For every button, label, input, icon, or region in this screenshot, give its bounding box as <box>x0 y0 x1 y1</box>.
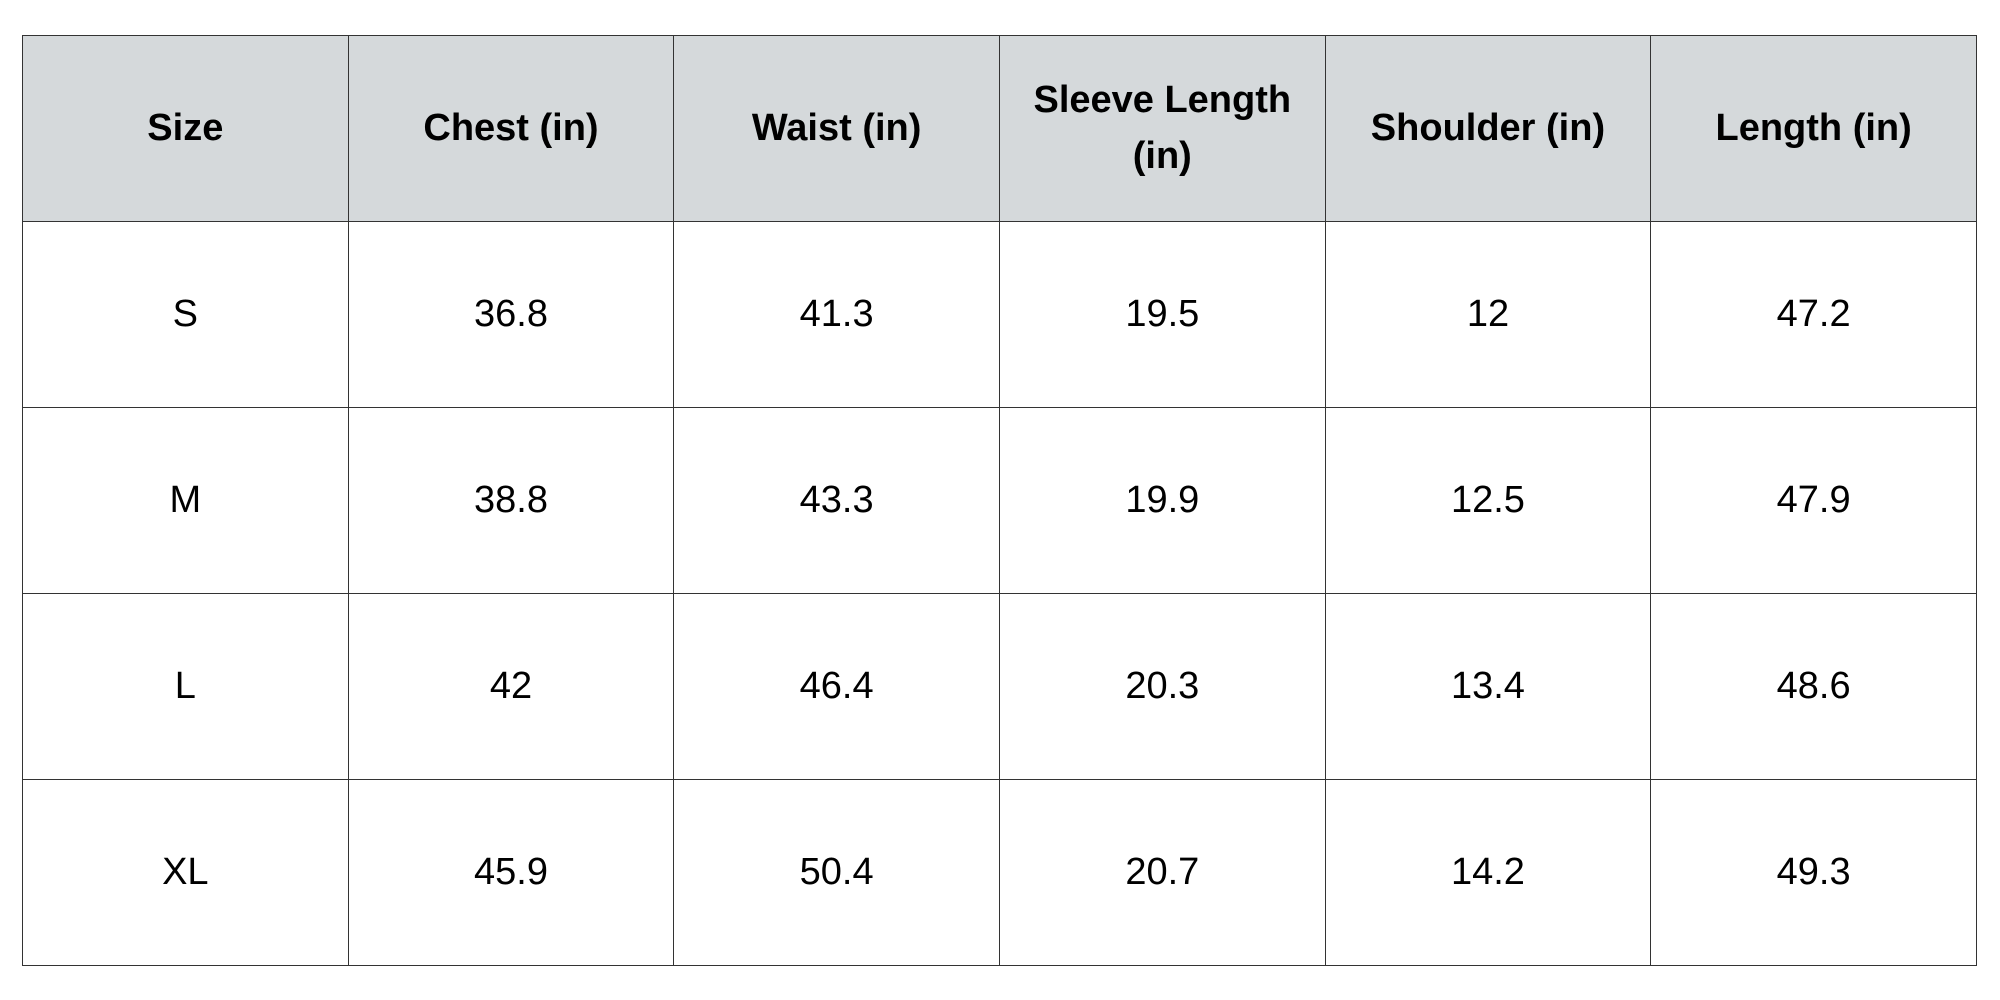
table-cell: 50.4 <box>673 779 1000 966</box>
table-cell: 19.5 <box>998 221 1326 408</box>
table-cell: 41.3 <box>673 221 1000 408</box>
table-cell: 36.8 <box>347 221 675 408</box>
table-row: M 38.8 43.3 19.9 12.5 47.9 <box>22 407 1977 594</box>
header-cell: Length (in) <box>1650 35 1977 222</box>
table-cell: 49.3 <box>1650 779 1977 966</box>
table-cell: 19.9 <box>998 407 1326 594</box>
table-row: XL 45.9 50.4 20.7 14.2 49.3 <box>22 779 1977 966</box>
table-cell: 20.7 <box>998 779 1326 966</box>
table-cell: 45.9 <box>347 779 675 966</box>
table-cell: 42 <box>347 593 675 780</box>
table-cell: XL <box>22 779 349 966</box>
table-cell: M <box>22 407 349 594</box>
table-cell: 13.4 <box>1324 593 1652 780</box>
table-cell: 38.8 <box>347 407 675 594</box>
header-cell: Waist (in) <box>673 35 1000 222</box>
table-row: S 36.8 41.3 19.5 12 47.2 <box>22 221 1977 408</box>
table-cell: 48.6 <box>1650 593 1977 780</box>
header-cell: Size <box>22 35 349 222</box>
header-cell: Shoulder (in) <box>1324 35 1652 222</box>
table-cell: 47.2 <box>1650 221 1977 408</box>
table-cell: 46.4 <box>673 593 1000 780</box>
header-row: Size Chest (in) Waist (in) Sleeve Length (i… <box>22 35 1977 222</box>
table-row: L 42 46.4 20.3 13.4 48.6 <box>22 593 1977 780</box>
header-cell: Sleeve Length (in) <box>998 35 1326 222</box>
table-cell: 20.3 <box>998 593 1326 780</box>
table-cell: S <box>22 221 349 408</box>
table-cell: 43.3 <box>673 407 1000 594</box>
table-body: S 36.8 41.3 19.5 12 47.2 M 38.8 43.3 19.9 12.5 47.9… <box>22 221 1977 966</box>
table-cell: 12 <box>1324 221 1652 408</box>
table-cell: L <box>22 593 349 780</box>
table-cell: 12.5 <box>1324 407 1652 594</box>
header-cell: Chest (in) <box>347 35 675 222</box>
table-cell: 47.9 <box>1650 407 1977 594</box>
size-table: Size Chest (in) Waist (in) Sleeve Length (i… <box>22 35 1977 966</box>
table-cell: 14.2 <box>1324 779 1652 966</box>
